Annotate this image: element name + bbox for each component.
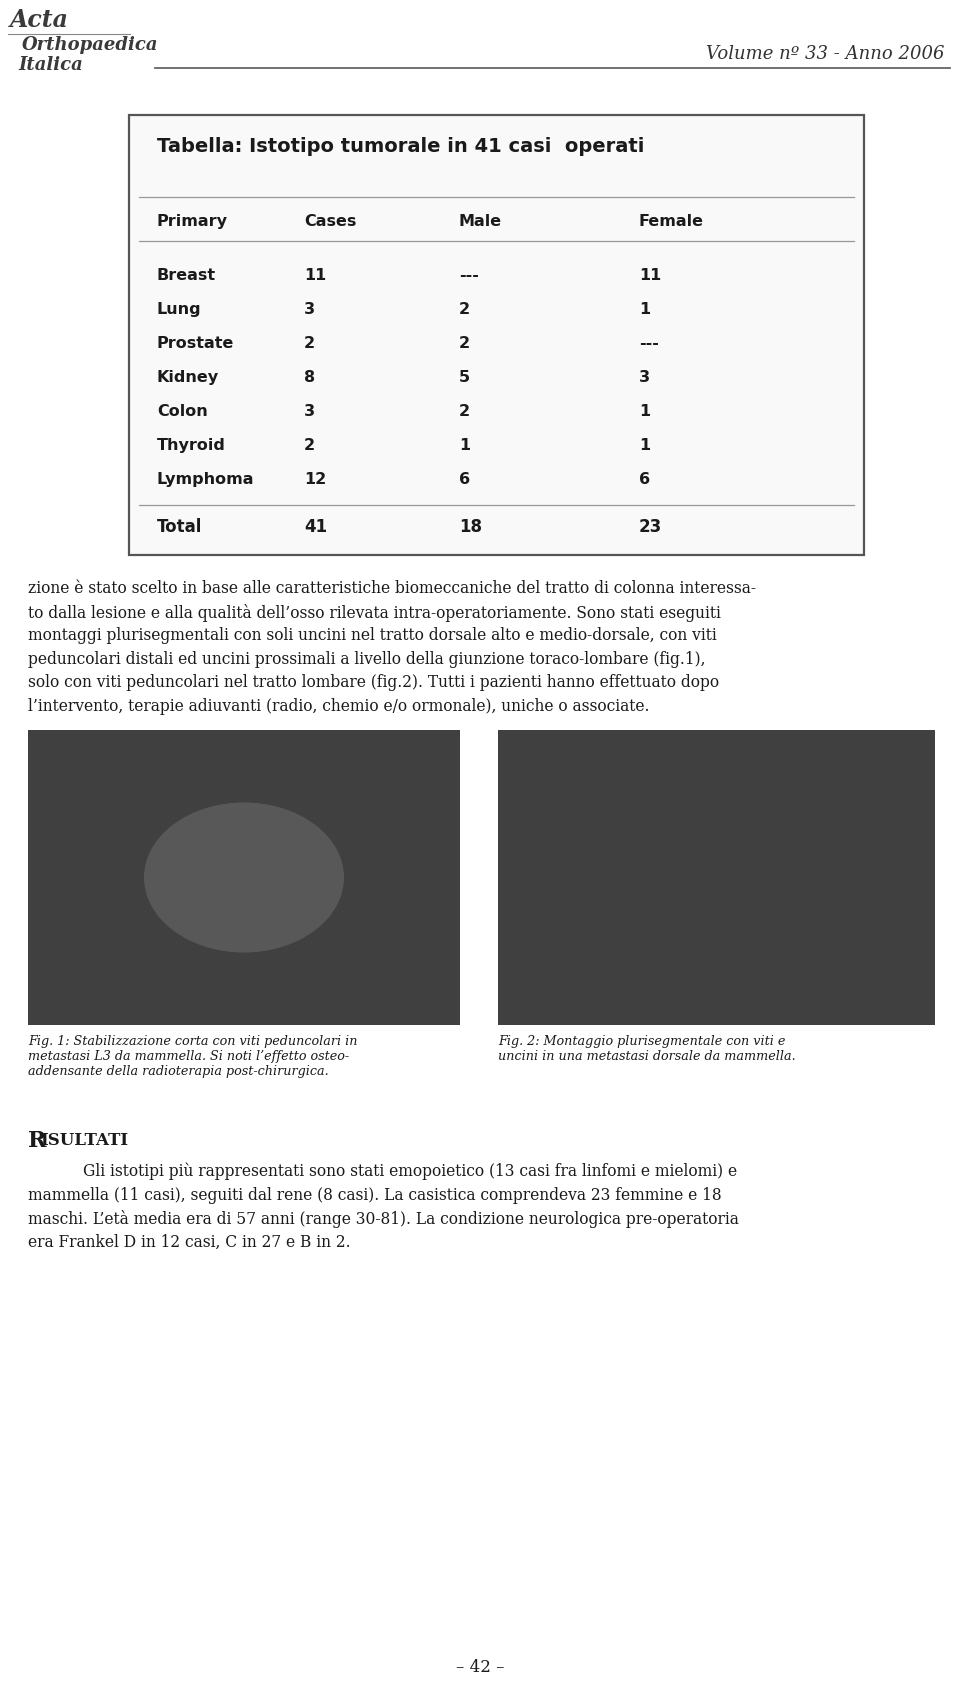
Text: era Frankel D in 12 casi, C in 27 e B in 2.: era Frankel D in 12 casi, C in 27 e B in… [28,1233,350,1250]
Ellipse shape [144,803,344,953]
Text: Primary: Primary [157,214,228,229]
Text: Italica: Italica [18,56,83,75]
Text: 3: 3 [639,370,650,384]
Text: 2: 2 [459,336,470,350]
Text: Cases: Cases [304,214,356,229]
Text: Kidney: Kidney [157,370,219,384]
Text: R: R [28,1129,46,1151]
Text: Orthopaedica: Orthopaedica [22,36,158,54]
Text: 6: 6 [639,472,650,487]
Text: 1: 1 [639,438,650,452]
Text: 11: 11 [639,268,661,282]
Text: 5: 5 [459,370,470,384]
Text: Lung: Lung [157,302,202,316]
Text: mammella (11 casi), seguiti dal rene (8 casi). La casistica comprendeva 23 femmi: mammella (11 casi), seguiti dal rene (8 … [28,1187,722,1204]
Text: 41: 41 [304,518,327,537]
Text: 1: 1 [639,302,650,316]
Text: 12: 12 [304,472,326,487]
Text: l’intervento, terapie adiuvanti (radio, chemio e/o ormonale), uniche o associate: l’intervento, terapie adiuvanti (radio, … [28,698,650,715]
Text: 2: 2 [459,404,470,418]
Text: Gli istotipi più rappresentati sono stati emopoietico (13 casi fra linfomi e mie: Gli istotipi più rappresentati sono stat… [83,1163,737,1180]
Text: ---: --- [639,336,659,350]
Ellipse shape [144,803,344,953]
Text: 6: 6 [459,472,470,487]
Bar [498,730,935,1026]
Text: 1: 1 [639,404,650,418]
Text: ---: --- [459,268,479,282]
Text: solo con viti peduncolari nel tratto lombare (fig.2). Tutti i pazienti hanno eff: solo con viti peduncolari nel tratto lom… [28,674,719,691]
Text: – 42 –: – 42 – [456,1659,504,1676]
Text: 3: 3 [304,404,315,418]
Bar [129,115,864,555]
Text: 18: 18 [459,518,482,537]
Text: 1: 1 [459,438,470,452]
Text: 2: 2 [304,438,315,452]
Text: Volume nº 33 - Anno 2006: Volume nº 33 - Anno 2006 [707,46,945,63]
Text: ISULTATI: ISULTATI [40,1133,128,1150]
Text: montaggi plurisegmentali con soli uncini nel tratto dorsale alto e medio-dorsale: montaggi plurisegmentali con soli uncini… [28,627,717,644]
Text: Total: Total [157,518,203,537]
Text: maschi. L’età media era di 57 anni (range 30-81). La condizione neurologica pre-: maschi. L’età media era di 57 anni (rang… [28,1211,739,1228]
Text: 23: 23 [639,518,662,537]
Text: Tabella: Istotipo tumorale in 41 casi  operati: Tabella: Istotipo tumorale in 41 casi op… [157,138,644,156]
Text: Breast: Breast [157,268,216,282]
Text: 8: 8 [304,370,315,384]
Text: Female: Female [639,214,704,229]
Text: 3: 3 [304,302,315,316]
Text: Prostate: Prostate [157,336,234,350]
Text: peduncolari distali ed uncini prossimali a livello della giunzione toraco-lombar: peduncolari distali ed uncini prossimali… [28,650,706,667]
Text: 2: 2 [304,336,315,350]
Text: Fig. 2: Montaggio plurisegmentale con viti e
uncini in una metastasi dorsale da : Fig. 2: Montaggio plurisegmentale con vi… [498,1036,796,1063]
Text: to dalla lesione e alla qualità dell’osso rilevata intra-operatoriamente. Sono s: to dalla lesione e alla qualità dell’oss… [28,603,721,621]
Bar [28,730,460,1026]
Text: Lymphoma: Lymphoma [157,472,254,487]
Text: Thyroid: Thyroid [157,438,226,452]
Text: Fig. 1: Stabilizzazione corta con viti peduncolari in
metastasi L3 da mammella. : Fig. 1: Stabilizzazione corta con viti p… [28,1036,357,1078]
Text: Colon: Colon [157,404,207,418]
Text: Male: Male [459,214,502,229]
Ellipse shape [144,803,344,953]
Text: zione è stato scelto in base alle caratteristiche biomeccaniche del tratto di co: zione è stato scelto in base alle caratt… [28,581,756,598]
Text: Acta: Acta [10,8,69,32]
Text: 2: 2 [459,302,470,316]
Text: 11: 11 [304,268,326,282]
